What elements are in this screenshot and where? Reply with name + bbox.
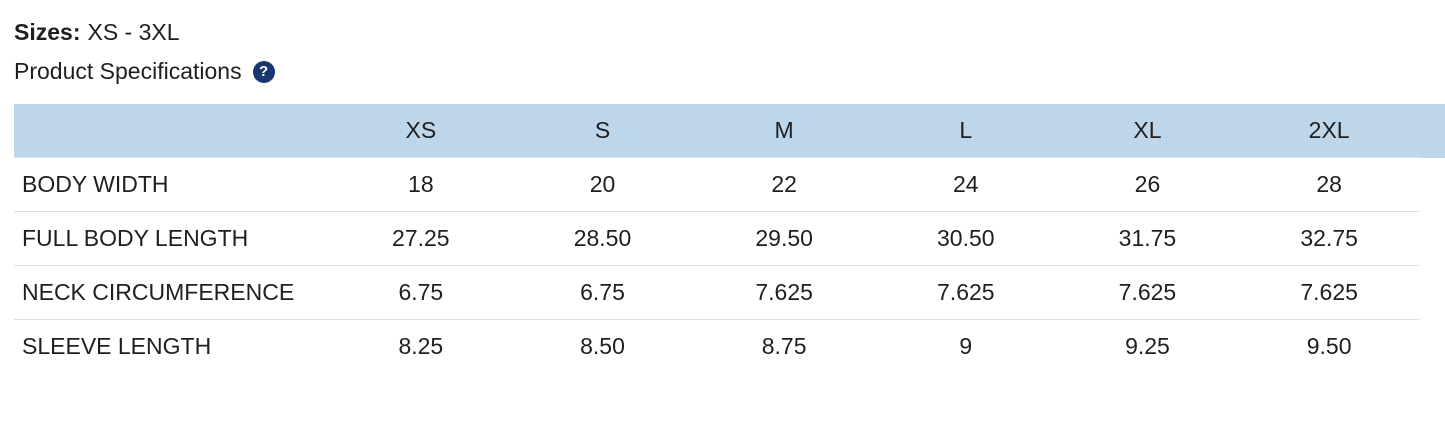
spec-value-cell: 28: [1238, 157, 1420, 212]
spec-value-cell: 7.625: [1056, 265, 1239, 320]
spec-value-cell: 18: [330, 157, 512, 212]
spec-value-cell: 8.50: [580, 333, 625, 359]
product-specifications-table: XS S M L XL 2XL BODY WIDTH 18 20 22 24 26 28 FULL BO…: [14, 104, 1420, 373]
section-title: Product Specifications: [14, 58, 242, 84]
spec-value-cell: 30.50: [874, 211, 1057, 266]
size-column-header: S: [511, 104, 694, 158]
spec-value-cell: 32.75: [1238, 211, 1420, 266]
spec-value-cell: 9.50: [1306, 333, 1352, 359]
spec-value-cell: 8.25: [398, 333, 444, 359]
help-question-circle-icon[interactable]: ?: [252, 60, 275, 83]
spec-value-cell: 7.625: [874, 265, 1057, 320]
spec-value-cell: 31.75: [1056, 211, 1239, 266]
spec-value-cell: 26: [1056, 157, 1239, 212]
size-column-header: L: [874, 104, 1057, 158]
size-header-row: XS S M L XL 2XL: [14, 104, 1420, 158]
spec-value-cell: 9.25: [1125, 333, 1170, 359]
sizes-label: Sizes:: [14, 19, 81, 45]
size-column-header: M: [693, 104, 875, 158]
size-column-header: XL: [1056, 104, 1239, 158]
spec-row-label: SLEEVE LENGTH: [22, 333, 212, 359]
product-meta: Sizes: XS - 3XL Product Specifications ?: [0, 0, 1445, 91]
spec-value-cell: 27.25: [330, 211, 512, 266]
sizes-line: Sizes: XS - 3XL: [14, 13, 1445, 52]
spec-value-cell: 22: [693, 157, 875, 212]
spec-row: BODY WIDTH 18 20 22 24 26 28: [14, 157, 1420, 212]
section-title-row: Product Specifications ?: [14, 52, 1445, 91]
sizes-value: XS - 3XL: [87, 19, 180, 45]
spec-row: NECK CIRCUMFERENCE 6.75 6.75 7.625 7.625 7.62…: [14, 265, 1420, 320]
spec-row-label: FULL BODY LENGTH: [14, 211, 330, 266]
spec-row: SLEEVE LENGTH 8.25 8.50 8.75 9 9.25 9.50: [14, 320, 1420, 374]
header-spacer-cell: [14, 104, 330, 158]
spec-row-label: NECK CIRCUMFERENCE: [14, 265, 330, 320]
spec-value-cell: 9: [959, 333, 973, 359]
spec-row-label: BODY WIDTH: [14, 157, 330, 212]
size-column-header: XS: [330, 104, 512, 158]
spec-row: FULL BODY LENGTH 27.25 28.50 29.50 30.50 31.7…: [14, 211, 1420, 266]
product-specifications-table-container: XS S M L XL 2XL BODY WIDTH 18 20 22 24 26 28 FULL BO…: [0, 104, 1445, 373]
spec-value-cell: 6.75: [330, 265, 512, 320]
spec-table-body: BODY WIDTH 18 20 22 24 26 28 FULL BODY LENGTH 27…: [14, 157, 1420, 374]
spec-value-cell: 24: [874, 157, 1057, 212]
spec-value-cell: 29.50: [693, 211, 875, 266]
spec-value-cell: 6.75: [511, 265, 694, 320]
spec-value-cell: 7.625: [1238, 265, 1420, 320]
spec-value-cell: 7.625: [693, 265, 875, 320]
spec-value-cell: 20: [511, 157, 694, 212]
spec-value-cell: 28.50: [511, 211, 694, 266]
spec-value-cell: 8.75: [761, 333, 807, 359]
size-column-header: 2XL: [1238, 104, 1420, 158]
